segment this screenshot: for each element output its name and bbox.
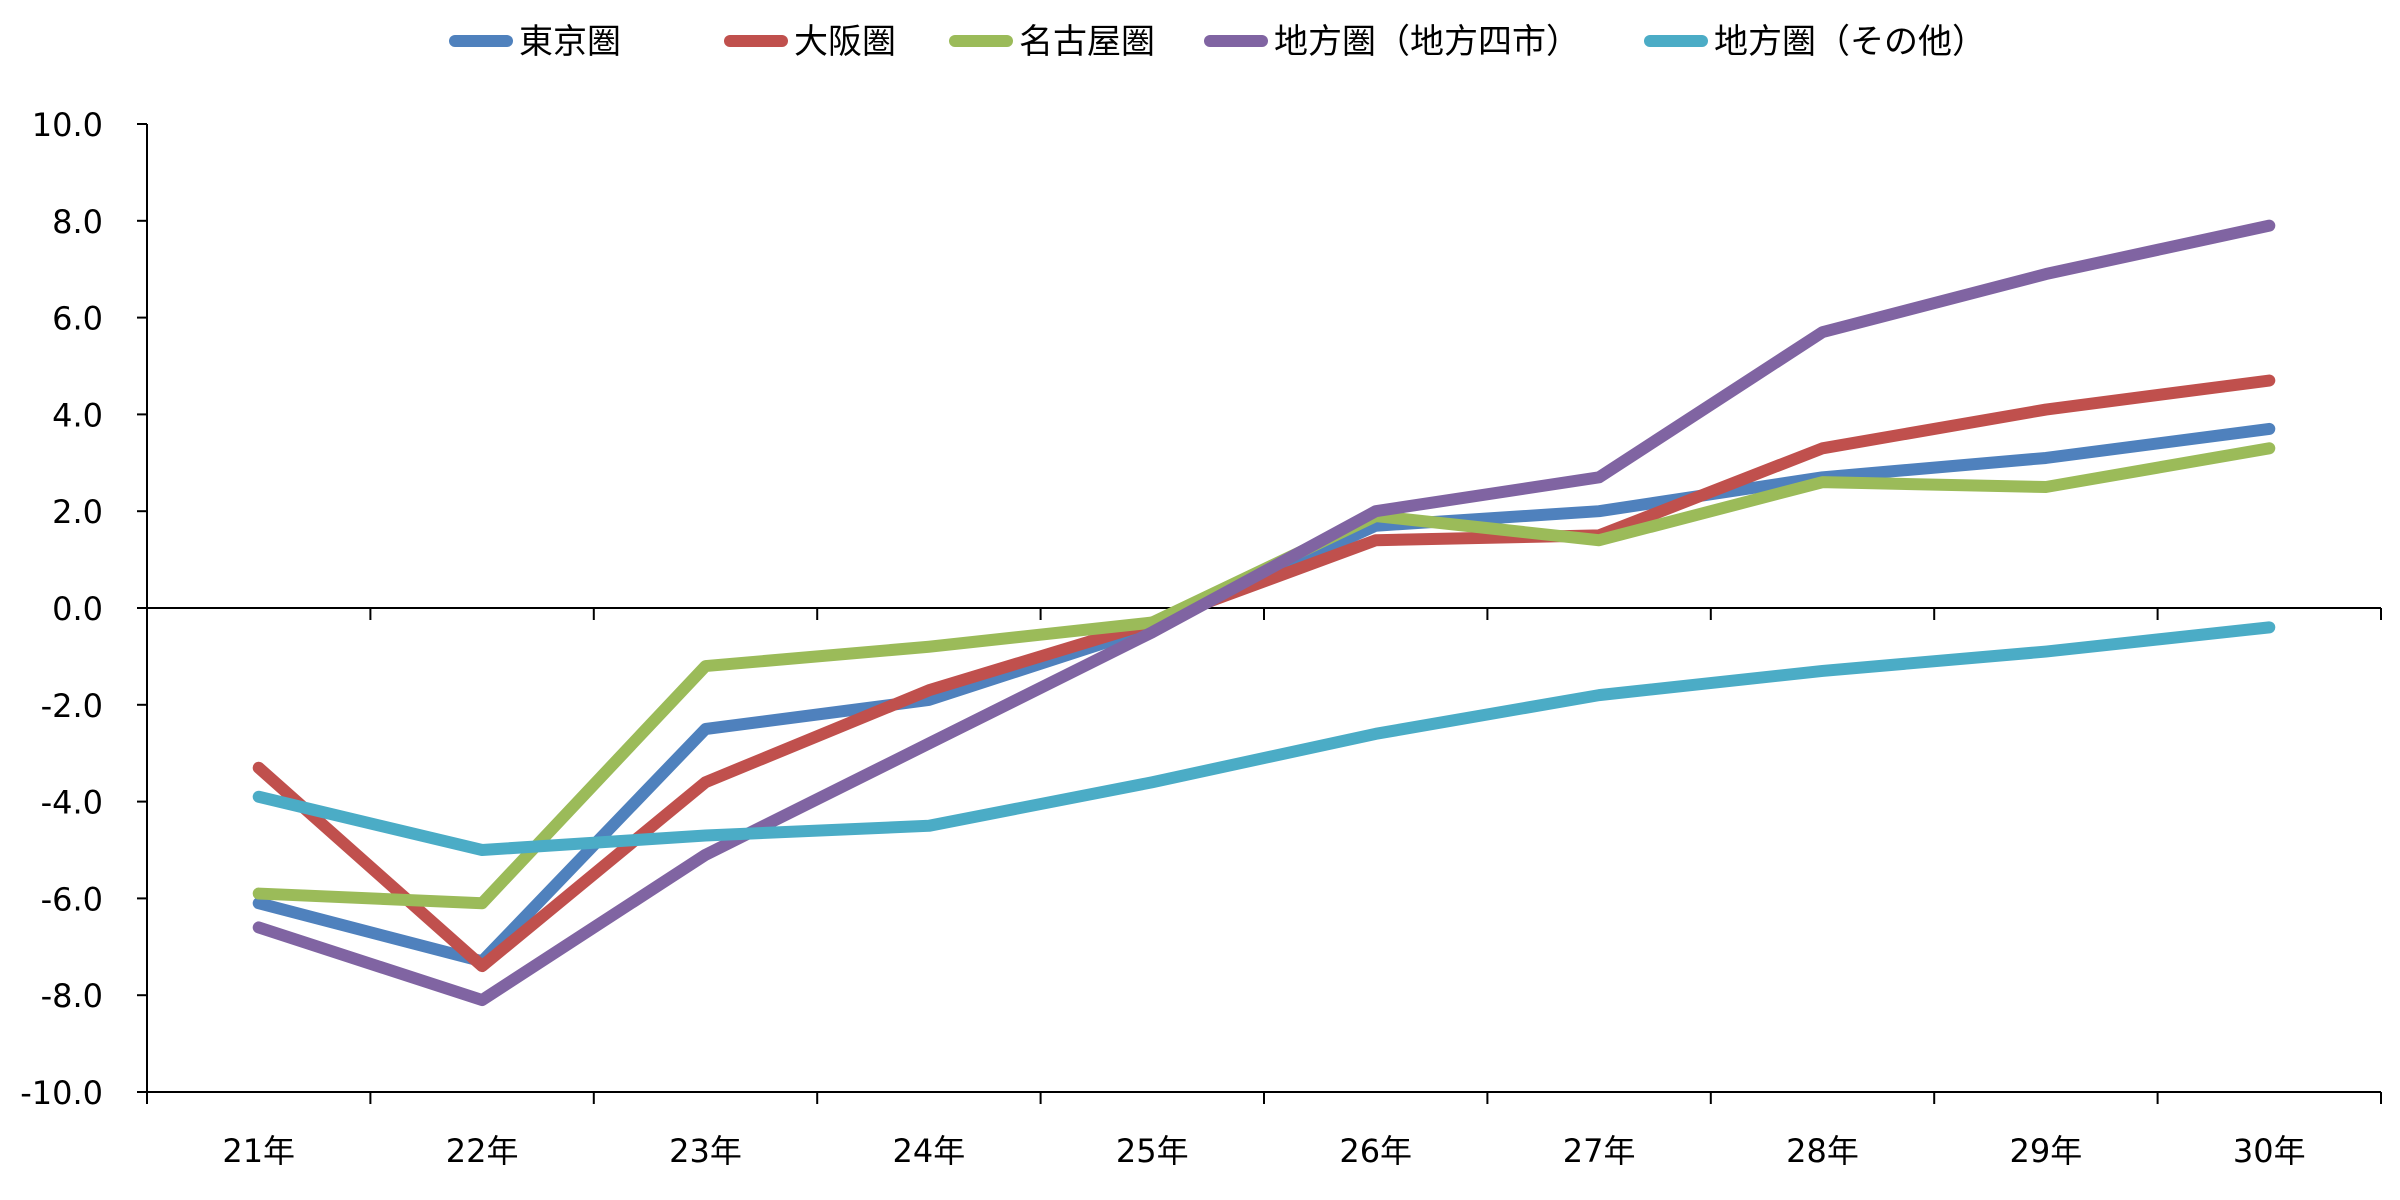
series-line-4 (252, 621, 2276, 856)
series-line-3 (252, 219, 2276, 1007)
legend-label: 地方圏（地方四市） (1274, 22, 1580, 62)
y-tick-label: 10.0 (32, 106, 103, 144)
y-tick-label: -4.0 (41, 784, 103, 822)
x-tick-label: 23年 (669, 1132, 742, 1170)
x-tick-label: 30年 (2233, 1132, 2306, 1170)
x-tick-label: 24年 (893, 1132, 966, 1170)
y-tick-label: 0.0 (52, 590, 103, 628)
series-lines (252, 219, 2276, 1007)
series-line-0 (252, 422, 2276, 968)
x-tick-label: 27年 (1563, 1132, 1636, 1170)
axes: 10.0 8.0 6.0 4.0 2.0 0.0 -2.0 -4.0 -6.0 -8.0 -10.0… (20, 106, 2382, 1170)
legend-label: 地方圏（その他） (1714, 22, 1986, 62)
legend-item: 地方圏（地方四市） (1204, 22, 1580, 62)
series-line-2 (252, 442, 2276, 910)
series-line-1 (252, 374, 2276, 973)
x-tick-label: 29年 (2010, 1132, 2083, 1170)
legend: 東京圏 大阪圏 名古屋圏 地方圏（地方四市） 地方圏（その他） (449, 22, 1986, 62)
y-tick-label: -2.0 (41, 687, 103, 725)
legend-item: 地方圏（その他） (1644, 22, 1986, 62)
x-tick-label: 25年 (1116, 1132, 1189, 1170)
y-tick-label: -8.0 (41, 977, 103, 1015)
x-tick-label: 26年 (1339, 1132, 1412, 1170)
x-tick-label: 28年 (1786, 1132, 1859, 1170)
y-tick-label: -10.0 (20, 1074, 103, 1112)
y-tick-label: -6.0 (41, 880, 103, 918)
y-tick-label: 4.0 (52, 396, 103, 434)
x-tick-label: 22年 (446, 1132, 519, 1170)
legend-item: 東京圏 (449, 22, 621, 62)
legend-label: 東京圏 (519, 22, 621, 62)
legend-item: 名古屋圏 (949, 22, 1155, 62)
legend-item: 大阪圏 (724, 22, 896, 62)
y-tick-label: 8.0 (52, 203, 103, 241)
legend-label: 大阪圏 (794, 22, 896, 62)
x-tick-label: 21年 (222, 1132, 295, 1170)
y-tick-label: 2.0 (52, 493, 103, 531)
legend-label: 名古屋圏 (1019, 22, 1155, 62)
y-tick-label: 6.0 (52, 300, 103, 338)
